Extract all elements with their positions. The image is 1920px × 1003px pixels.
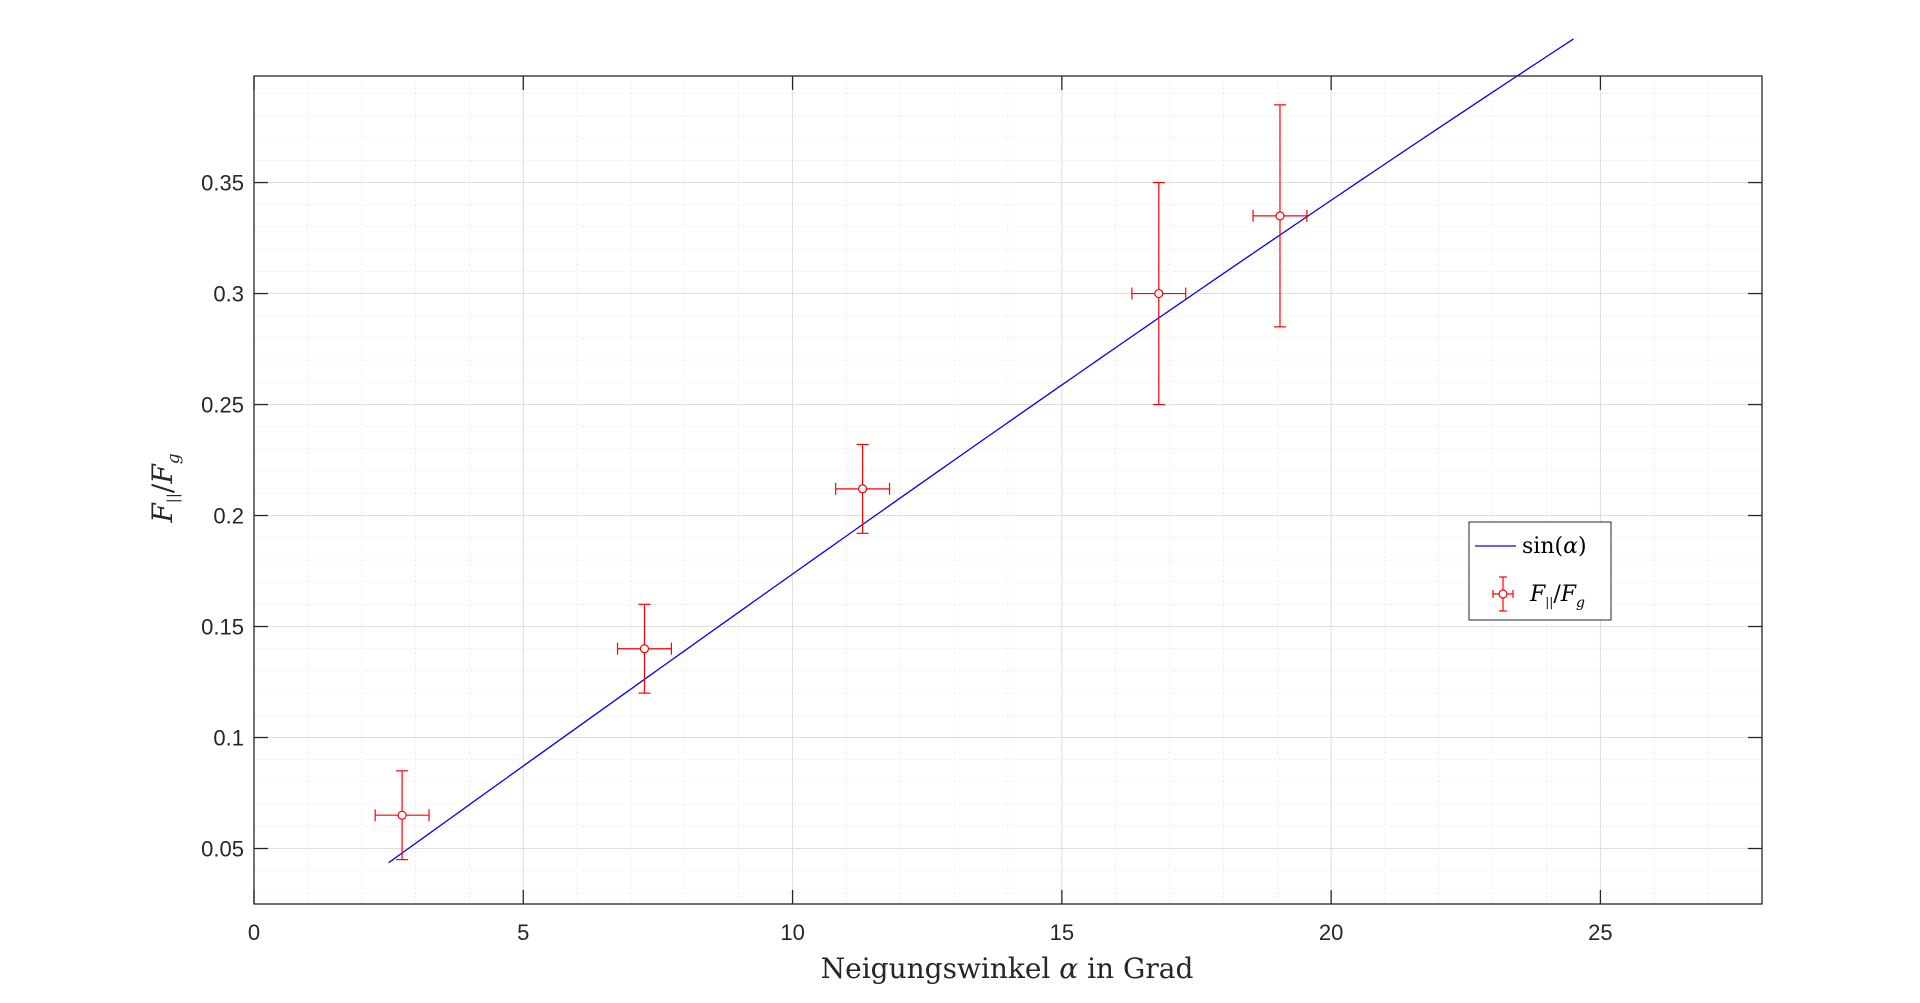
marker-circle — [1275, 211, 1285, 221]
legend-entry-sin-arg: α — [1563, 534, 1578, 559]
legend-entry-sin-open: ( — [1555, 534, 1564, 559]
legend-entry-sin: sin(α) — [1522, 534, 1587, 559]
marker-circle — [857, 484, 868, 494]
y-axis-title-num-sub: || — [164, 493, 182, 503]
x-tick-label: 25 — [1588, 920, 1612, 945]
plot-frame — [253, 75, 1763, 905]
y-tick-label: 0.3 — [213, 282, 244, 307]
series-layer — [374, 38, 1574, 864]
y-tick-label: 0.25 — [201, 393, 244, 418]
y-axis-title-den-sub: g — [164, 453, 184, 464]
legend: sin(α) F||/Fg — [1468, 521, 1612, 621]
y-tick-label: 0.35 — [201, 171, 244, 196]
major-grid — [253, 76, 1762, 904]
legend-ratio-den: F — [1560, 582, 1577, 607]
legend-ratio-num: F — [1529, 582, 1546, 607]
tick-labels: 0 5 10 15 20 25 0.05 0.1 0.15 0.2 0.25 0.3 0.35 — [201, 171, 1612, 945]
data-point — [1252, 104, 1308, 328]
x-tick-label: 20 — [1319, 920, 1343, 945]
y-tick-label: 0.05 — [201, 837, 244, 862]
y-axis-title-den: F — [146, 463, 179, 485]
x-tick-label: 15 — [1050, 920, 1074, 945]
legend-entry-sin-fn: sin — [1522, 534, 1555, 559]
y-axis-title-num: F — [146, 502, 179, 524]
data-point — [616, 603, 672, 694]
x-axis-title: Neigungswinkel α in Grad — [821, 952, 1194, 985]
legend-errorbar-swatch — [1492, 576, 1514, 612]
legend-entry-ratio: F||/Fg — [1529, 582, 1585, 611]
marker-circle — [639, 644, 650, 654]
y-tick-label: 0.1 — [213, 726, 244, 751]
legend-entry-sin-close: ) — [1578, 534, 1587, 559]
data-point — [835, 443, 891, 534]
marker-circle — [397, 810, 407, 820]
axis-ticks — [253, 76, 1762, 904]
data-point — [374, 770, 430, 861]
x-axis-title-symbol: α — [1059, 952, 1078, 985]
plot-area — [254, 76, 1762, 904]
x-axis-title-prefix: Neigungswinkel — [821, 952, 1060, 985]
x-axis-title-suffix: in Grad — [1078, 952, 1193, 985]
y-axis-title: F||/Fg — [146, 453, 184, 523]
data-point — [1131, 181, 1187, 406]
legend-ratio-den-sub: g — [1576, 595, 1585, 611]
x-tick-label: 0 — [248, 920, 260, 945]
x-tick-label: 5 — [517, 920, 529, 945]
y-tick-label: 0.15 — [201, 615, 244, 640]
legend-ratio-num-sub: || — [1545, 595, 1553, 609]
y-tick-label: 0.2 — [213, 504, 244, 529]
series-line-sin — [388, 38, 1574, 864]
legend-err-marker — [1498, 589, 1508, 599]
x-tick-label: 10 — [780, 920, 804, 945]
legend-ratio-sep: / — [1553, 582, 1561, 607]
legend-box — [1468, 521, 1612, 621]
y-axis-title-sep: / — [146, 483, 179, 493]
marker-circle — [1154, 288, 1164, 299]
